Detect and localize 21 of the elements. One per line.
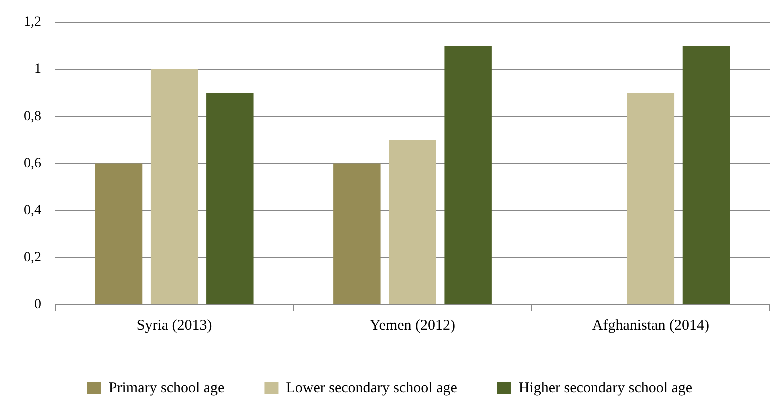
y-tick-label: 0,6 [24, 156, 42, 172]
legend-label: Higher secondary school age [518, 380, 693, 396]
y-tick-label: 0,4 [24, 203, 42, 218]
y-tick-label: 1,2 [24, 15, 42, 30]
y-tick-label: 1 [34, 62, 42, 78]
bar [334, 164, 381, 304]
bar [206, 93, 254, 304]
bar [682, 46, 730, 304]
legend-label: Lower secondary school age [286, 380, 458, 396]
y-tick-label: 0,8 [24, 109, 42, 124]
y-tick-label: 0,2 [24, 250, 42, 266]
x-tick-label: Afghanistan (2014) [592, 318, 710, 334]
y-tick-label: 0 [34, 298, 42, 313]
bar [95, 164, 143, 304]
bar [627, 93, 675, 304]
bar [389, 140, 436, 304]
x-tick-label: Yemen (2012) [370, 318, 456, 334]
bar [444, 46, 492, 304]
bar [150, 70, 198, 304]
x-tick-label: Syria (2013) [136, 318, 212, 334]
legend-label: Primary school age [108, 380, 226, 396]
